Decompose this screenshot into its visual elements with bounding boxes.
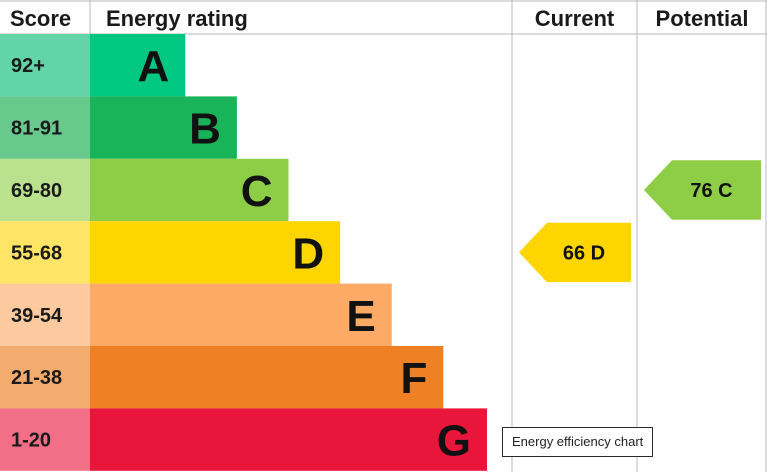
band-a: 92+ A	[0, 34, 186, 97]
band-bar-f	[90, 346, 444, 409]
band-letter-a: A	[137, 42, 169, 91]
band-bar-g	[90, 408, 487, 471]
potential-rating-label: 76 C	[690, 180, 732, 202]
score-label-e: 39-54	[11, 305, 63, 327]
band-letter-e: E	[346, 292, 375, 341]
rating-indicators: 66 D 76 C	[519, 160, 761, 283]
rating-bands: 92+ A 81-91 B 69-80 C 55-68 D 39-54 E 21-38 F 1-20 G	[0, 34, 487, 471]
score-label-f: 21-38	[11, 367, 62, 389]
header-energy-rating: Energy rating	[106, 6, 248, 31]
header-score: Score	[10, 6, 71, 31]
score-label-b: 81-91	[11, 118, 62, 140]
band-d: 55-68 D	[0, 221, 341, 284]
score-cell-e	[0, 283, 90, 346]
band-c: 69-80 C	[0, 158, 289, 222]
score-label-d: 55-68	[11, 242, 62, 264]
band-g: 1-20 G	[0, 408, 487, 471]
current-rating-label: 66 D	[563, 242, 605, 264]
score-cell-b	[0, 96, 90, 159]
score-label-a: 92+	[11, 55, 45, 77]
band-letter-b: B	[189, 105, 221, 154]
score-label-g: 1-20	[11, 430, 51, 452]
band-letter-g: G	[437, 417, 471, 466]
score-cell-f	[0, 346, 90, 409]
score-label-c: 69-80	[11, 180, 62, 202]
band-e: 39-54 E	[0, 283, 392, 346]
band-letter-c: C	[241, 167, 273, 216]
score-cell-d	[0, 221, 90, 284]
header-current: Current	[535, 6, 615, 31]
band-b: 81-91 B	[0, 96, 237, 159]
potential-rating: 76 C	[644, 160, 761, 220]
band-bar-e	[90, 283, 392, 346]
score-cell-a	[0, 34, 90, 97]
band-bar-c	[90, 158, 289, 222]
potential-rating-arrow	[644, 160, 761, 220]
header-potential: Potential	[656, 6, 749, 31]
band-bar-a	[90, 34, 186, 97]
chart-tooltip: Energy efficiency chart	[502, 427, 654, 457]
band-letter-f: F	[400, 354, 427, 403]
band-bar-b	[90, 96, 237, 159]
column-headers: Score Energy rating Current Potential	[10, 6, 748, 31]
band-letter-d: D	[292, 229, 324, 278]
band-bar-d	[90, 221, 341, 284]
band-f: 21-38 F	[0, 346, 444, 409]
score-cell-c	[0, 158, 90, 222]
score-cell-g	[0, 408, 90, 471]
current-rating-arrow	[519, 222, 631, 283]
current-rating: 66 D	[519, 222, 631, 283]
